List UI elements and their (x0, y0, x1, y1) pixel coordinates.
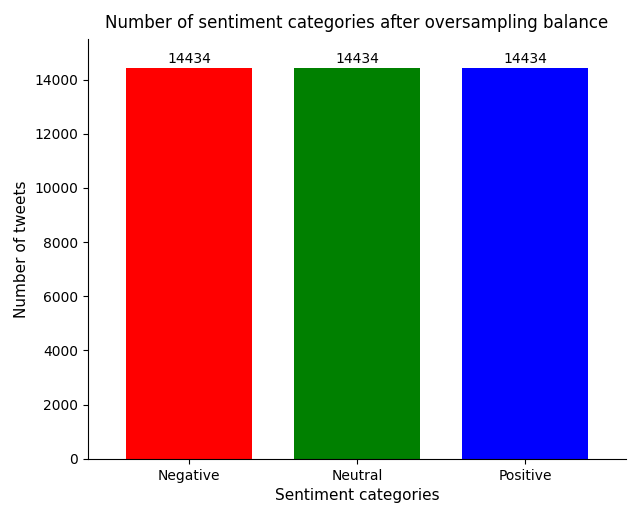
Title: Number of sentiment categories after oversampling balance: Number of sentiment categories after ove… (106, 14, 609, 32)
Text: 14434: 14434 (335, 52, 379, 66)
Text: 14434: 14434 (167, 52, 211, 66)
X-axis label: Sentiment categories: Sentiment categories (275, 488, 440, 503)
Bar (126, 68, 252, 459)
Text: 14434: 14434 (503, 52, 547, 66)
Y-axis label: Number of tweets: Number of tweets (14, 180, 29, 317)
Bar (462, 68, 588, 459)
Bar (294, 68, 420, 459)
